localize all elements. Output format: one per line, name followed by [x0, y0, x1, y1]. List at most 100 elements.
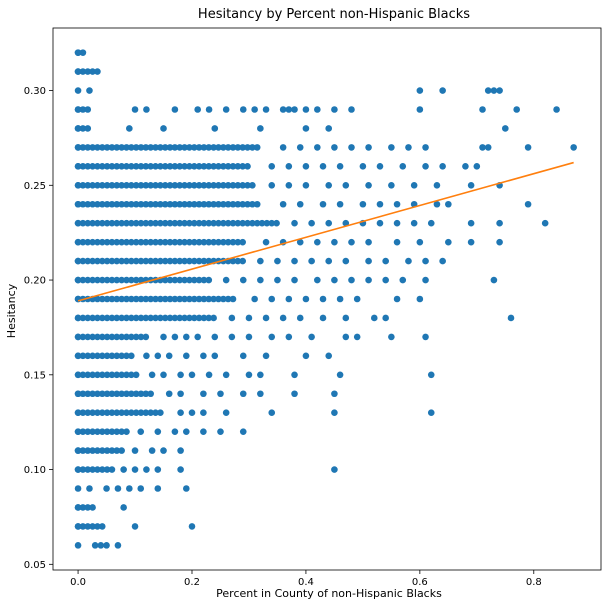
data-point [177, 409, 184, 417]
data-point [234, 163, 242, 170]
data-point [215, 181, 222, 189]
data-point [239, 352, 247, 360]
data-point [108, 276, 116, 284]
chart-title: Hesitancy by Percent non-Hispanic Blacks [198, 7, 470, 22]
data-point [89, 238, 96, 246]
data-point [137, 144, 145, 151]
data-point [132, 390, 140, 398]
data-point [239, 238, 246, 246]
data-point [157, 409, 164, 417]
y-axis-label: Hesitancy [5, 283, 18, 338]
data-point [336, 163, 344, 170]
data-point [128, 295, 135, 303]
data-point [166, 314, 174, 322]
data-point [74, 485, 82, 492]
data-point [152, 163, 159, 170]
data-point [359, 163, 367, 170]
data-point [113, 181, 121, 189]
data-point [422, 163, 429, 170]
data-point [257, 125, 264, 132]
data-point [113, 352, 121, 360]
data-point [74, 523, 82, 530]
data-point [176, 219, 184, 227]
data-point [181, 144, 188, 151]
data-point [84, 68, 92, 75]
data-point [137, 314, 145, 322]
data-point [103, 428, 111, 435]
data-point [200, 276, 208, 284]
data-point [74, 504, 82, 511]
data-point [86, 87, 93, 94]
data-point [314, 106, 321, 113]
data-point [74, 314, 82, 322]
data-point [132, 371, 140, 379]
data-point [147, 314, 154, 322]
data-point [84, 200, 92, 208]
data-point [132, 276, 140, 284]
data-point [186, 257, 193, 265]
data-point [94, 466, 101, 473]
data-point [479, 106, 486, 113]
data-point [262, 238, 270, 246]
data-point [118, 144, 125, 151]
data-point [84, 257, 92, 265]
data-point [79, 200, 87, 208]
data-point [319, 295, 327, 303]
data-point [224, 295, 232, 303]
data-point [502, 125, 509, 132]
data-point [113, 144, 121, 151]
data-point [142, 314, 150, 322]
data-point [224, 200, 232, 208]
data-point [84, 238, 92, 246]
data-point [161, 163, 169, 170]
data-point [296, 144, 304, 151]
data-point [336, 200, 344, 208]
data-point [123, 163, 130, 170]
data-point [157, 163, 164, 170]
data-point [393, 238, 401, 246]
data-point [183, 428, 190, 435]
data-point [215, 200, 222, 208]
axes-layer: 0.0 0.2 0.4 0.6 0.8 0.05 0.10 0.15 0.20 0.25 0.30 [24, 27, 602, 588]
data-point [467, 238, 475, 246]
data-point [108, 181, 116, 189]
data-point [142, 257, 150, 265]
data-point [393, 295, 401, 303]
data-point [94, 219, 101, 227]
data-point [296, 238, 304, 246]
data-point [108, 390, 116, 398]
data-point [171, 257, 179, 265]
data-point [132, 181, 140, 189]
data-point [79, 181, 87, 189]
data-point [319, 200, 327, 208]
data-point [123, 181, 130, 189]
data-point [137, 219, 145, 227]
data-point [445, 238, 452, 246]
data-point [118, 257, 125, 265]
data-point [239, 390, 247, 398]
data-point [79, 68, 87, 75]
data-point [103, 200, 111, 208]
data-point [79, 257, 87, 265]
data-point [137, 181, 145, 189]
data-point [94, 447, 101, 454]
data-point [94, 295, 101, 303]
data-point [200, 144, 208, 151]
data-point [195, 219, 203, 227]
data-point [342, 314, 350, 322]
data-point [74, 200, 82, 208]
data-point [120, 504, 127, 511]
data-point [177, 447, 184, 454]
data-point [118, 447, 125, 454]
data-point [113, 314, 121, 322]
data-point [123, 295, 130, 303]
data-point [239, 200, 246, 208]
data-point [152, 181, 159, 189]
data-point [113, 333, 121, 341]
data-point [200, 409, 207, 417]
data-point [348, 144, 355, 151]
data-point [188, 371, 196, 379]
data-point [176, 314, 184, 322]
data-point [128, 333, 135, 341]
